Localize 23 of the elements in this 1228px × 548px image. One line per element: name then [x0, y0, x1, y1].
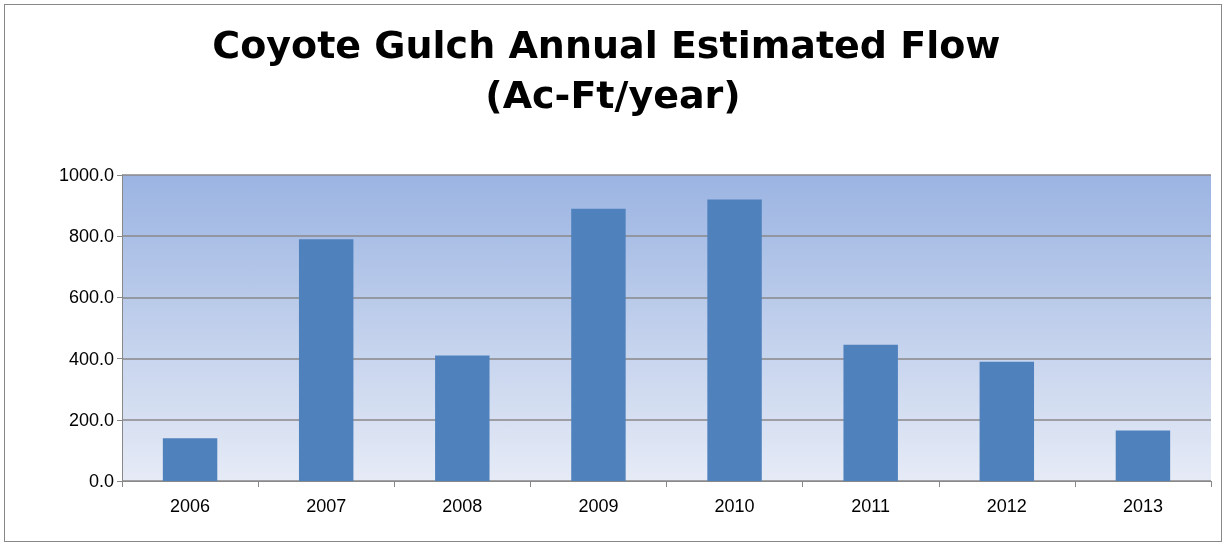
bar — [298, 239, 354, 481]
y-tick-label: 200.0 — [68, 409, 114, 430]
bar — [571, 208, 626, 481]
x-tick-label: 2009 — [578, 496, 619, 516]
bar — [1115, 430, 1171, 481]
y-tick-label: 400.0 — [68, 348, 114, 369]
bar — [162, 438, 218, 481]
x-tick-label: 2011 — [851, 496, 891, 516]
bar — [843, 344, 898, 481]
bar — [979, 361, 1035, 481]
bar — [435, 355, 490, 481]
chart-title: Coyote Gulch Annual Estimated Flow (Ac-Ft/year) — [212, 23, 1014, 117]
x-tick-label: 2006 — [170, 496, 211, 516]
x-tick-label: 2013 — [1122, 496, 1163, 516]
x-tick-label: 2008 — [442, 496, 483, 516]
y-tick-label: 0.0 — [88, 471, 114, 491]
y-tick-label: 800.0 — [68, 226, 114, 247]
x-tick-label: 2007 — [306, 496, 347, 516]
y-tick-label: 600.0 — [68, 287, 114, 308]
x-tick-label: 2010 — [714, 496, 755, 516]
x-tick-label: 2012 — [986, 496, 1027, 516]
y-tick-label: 1000.0 — [58, 165, 114, 185]
bar — [707, 199, 762, 481]
